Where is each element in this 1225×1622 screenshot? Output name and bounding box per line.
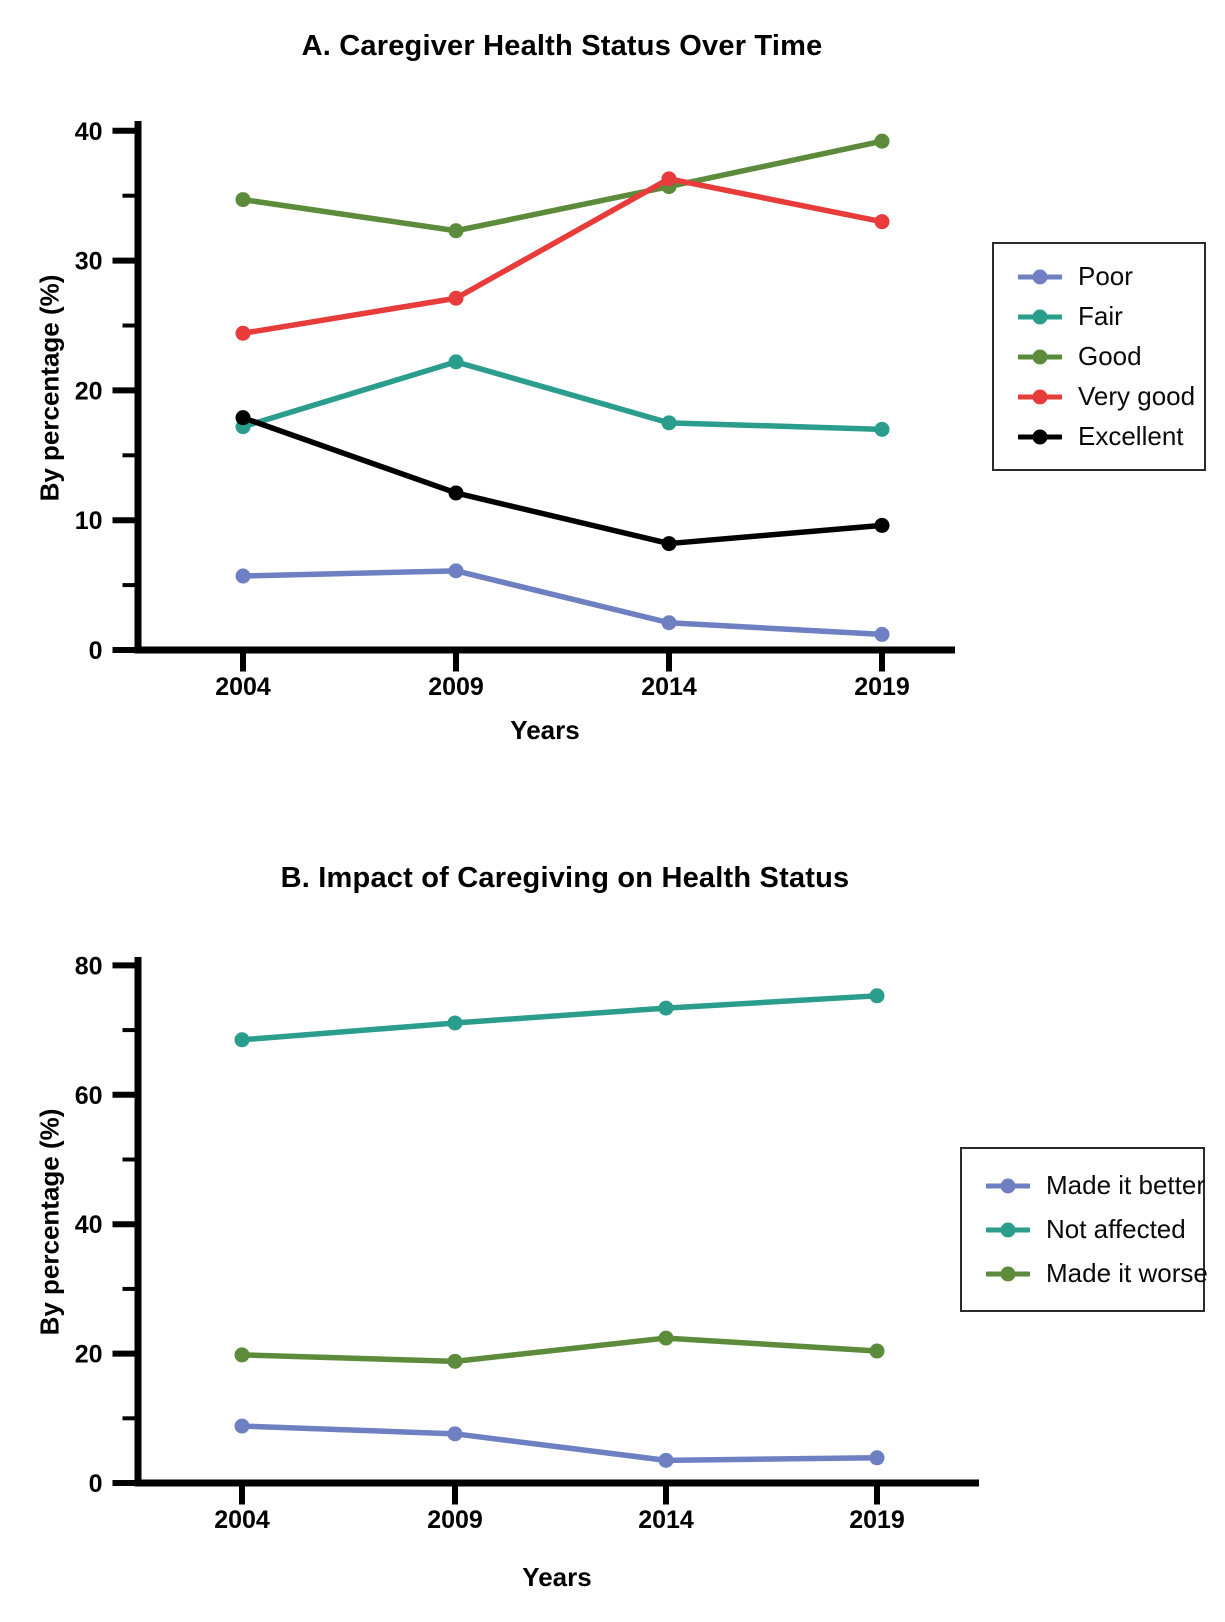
panel-a-title: A. Caregiver Health Status Over Time: [301, 30, 823, 62]
x-tick-label: 2014: [638, 1506, 694, 1534]
legend-marker-icon: [1018, 269, 1062, 284]
data-point: [235, 192, 251, 208]
series-line-good: [240, 138, 885, 234]
data-point: [658, 1330, 674, 1346]
legend-item: Excellent: [1018, 421, 1200, 452]
legend-item: Made it worse: [986, 1258, 1208, 1289]
panel-a-legend: Poor Fair Good Very good Excellent: [992, 242, 1206, 471]
data-point: [447, 1426, 463, 1442]
data-point: [447, 1353, 463, 1369]
data-point: [448, 485, 464, 501]
legend-item: Fair: [1018, 301, 1200, 332]
data-point: [661, 415, 677, 431]
data-point: [869, 1450, 885, 1466]
data-point: [448, 354, 464, 370]
x-tick-label: 2014: [641, 673, 697, 701]
legend-label: Made it better: [1046, 1170, 1205, 1200]
series-line-made-it-better: [239, 1423, 880, 1464]
panel-a-plot: 0 10 20 30 40 2004 2009 2014 2019: [75, 118, 955, 701]
legend-item: Not affected: [986, 1214, 1199, 1245]
data-point: [658, 1452, 674, 1468]
data-point: [661, 536, 677, 552]
data-point: [874, 517, 890, 533]
series-line-excellent: [240, 414, 885, 547]
y-tick-label: 20: [75, 1341, 103, 1369]
data-point: [661, 615, 677, 631]
data-point: [235, 568, 251, 584]
legend-marker-icon: [1018, 429, 1062, 444]
y-tick-label: 10: [75, 507, 103, 535]
x-tick-label: 2019: [849, 1506, 905, 1534]
legend-label: Good: [1078, 341, 1142, 371]
panel-a-y-axis-label: By percentage (%): [34, 274, 65, 502]
data-point: [448, 563, 464, 579]
data-point: [234, 1032, 250, 1048]
data-point: [447, 1015, 463, 1031]
x-tick-label: 2009: [427, 1506, 483, 1534]
legend-label: Poor: [1078, 261, 1133, 291]
data-point: [235, 325, 251, 341]
series-line-not-affected: [239, 993, 880, 1043]
data-point: [658, 1000, 674, 1016]
y-tick-label: 30: [75, 248, 103, 276]
legend-item: Poor: [1018, 261, 1200, 292]
legend-marker-icon: [986, 1266, 1030, 1281]
data-point: [874, 133, 890, 149]
data-point: [869, 1343, 885, 1359]
data-point: [869, 988, 885, 1004]
series-line-made-it-worse: [239, 1335, 880, 1365]
legend-item: Very good: [1018, 381, 1200, 412]
panel-b-y-axis-label: By percentage (%): [34, 1108, 65, 1336]
y-tick-label: 40: [75, 1211, 103, 1239]
legend-marker-icon: [986, 1222, 1030, 1237]
y-tick-label: 20: [75, 377, 103, 405]
y-tick-label: 0: [89, 1470, 103, 1498]
x-tick-label: 2009: [428, 673, 484, 701]
series-line-poor: [240, 568, 885, 638]
data-point: [874, 214, 890, 230]
legend-label: Not affected: [1046, 1214, 1186, 1244]
panel-b-legend: Made it better Not affected Made it worse: [960, 1147, 1208, 1312]
y-tick-label: 80: [75, 952, 103, 980]
legend-label: Excellent: [1078, 421, 1184, 451]
series-line-very-good: [240, 176, 885, 337]
legend-label: Fair: [1078, 301, 1123, 331]
legend-item: Made it better: [986, 1170, 1205, 1201]
panel-b-x-axis-label: Years: [522, 1562, 592, 1592]
legend-label: Very good: [1078, 381, 1196, 411]
panel-a-x-axis-label: Years: [510, 715, 580, 745]
legend-marker-icon: [1018, 309, 1062, 324]
data-point: [234, 1347, 250, 1363]
x-tick-label: 2004: [215, 673, 271, 701]
legend-item: Good: [1018, 341, 1200, 372]
data-point: [235, 410, 251, 426]
legend-marker-icon: [1018, 349, 1062, 364]
y-tick-label: 40: [75, 118, 103, 146]
legend-label: Made it worse: [1046, 1258, 1208, 1288]
data-point: [448, 290, 464, 306]
panel-b-plot: 0 20 40 60 80 2004 2009 2014 2019: [75, 952, 979, 1534]
legend-marker-icon: [1018, 389, 1062, 404]
panel-b-title: B. Impact of Caregiving on Health Status: [280, 862, 850, 894]
data-point: [874, 421, 890, 437]
data-point: [234, 1418, 250, 1434]
data-point: [448, 223, 464, 239]
y-tick-label: 60: [75, 1082, 103, 1110]
series-line-fair: [240, 359, 885, 433]
legend-marker-icon: [986, 1178, 1030, 1193]
x-tick-label: 2019: [854, 673, 910, 701]
data-point: [661, 171, 677, 187]
x-tick-label: 2004: [214, 1506, 270, 1534]
y-tick-label: 0: [89, 637, 103, 665]
data-point: [874, 626, 890, 642]
